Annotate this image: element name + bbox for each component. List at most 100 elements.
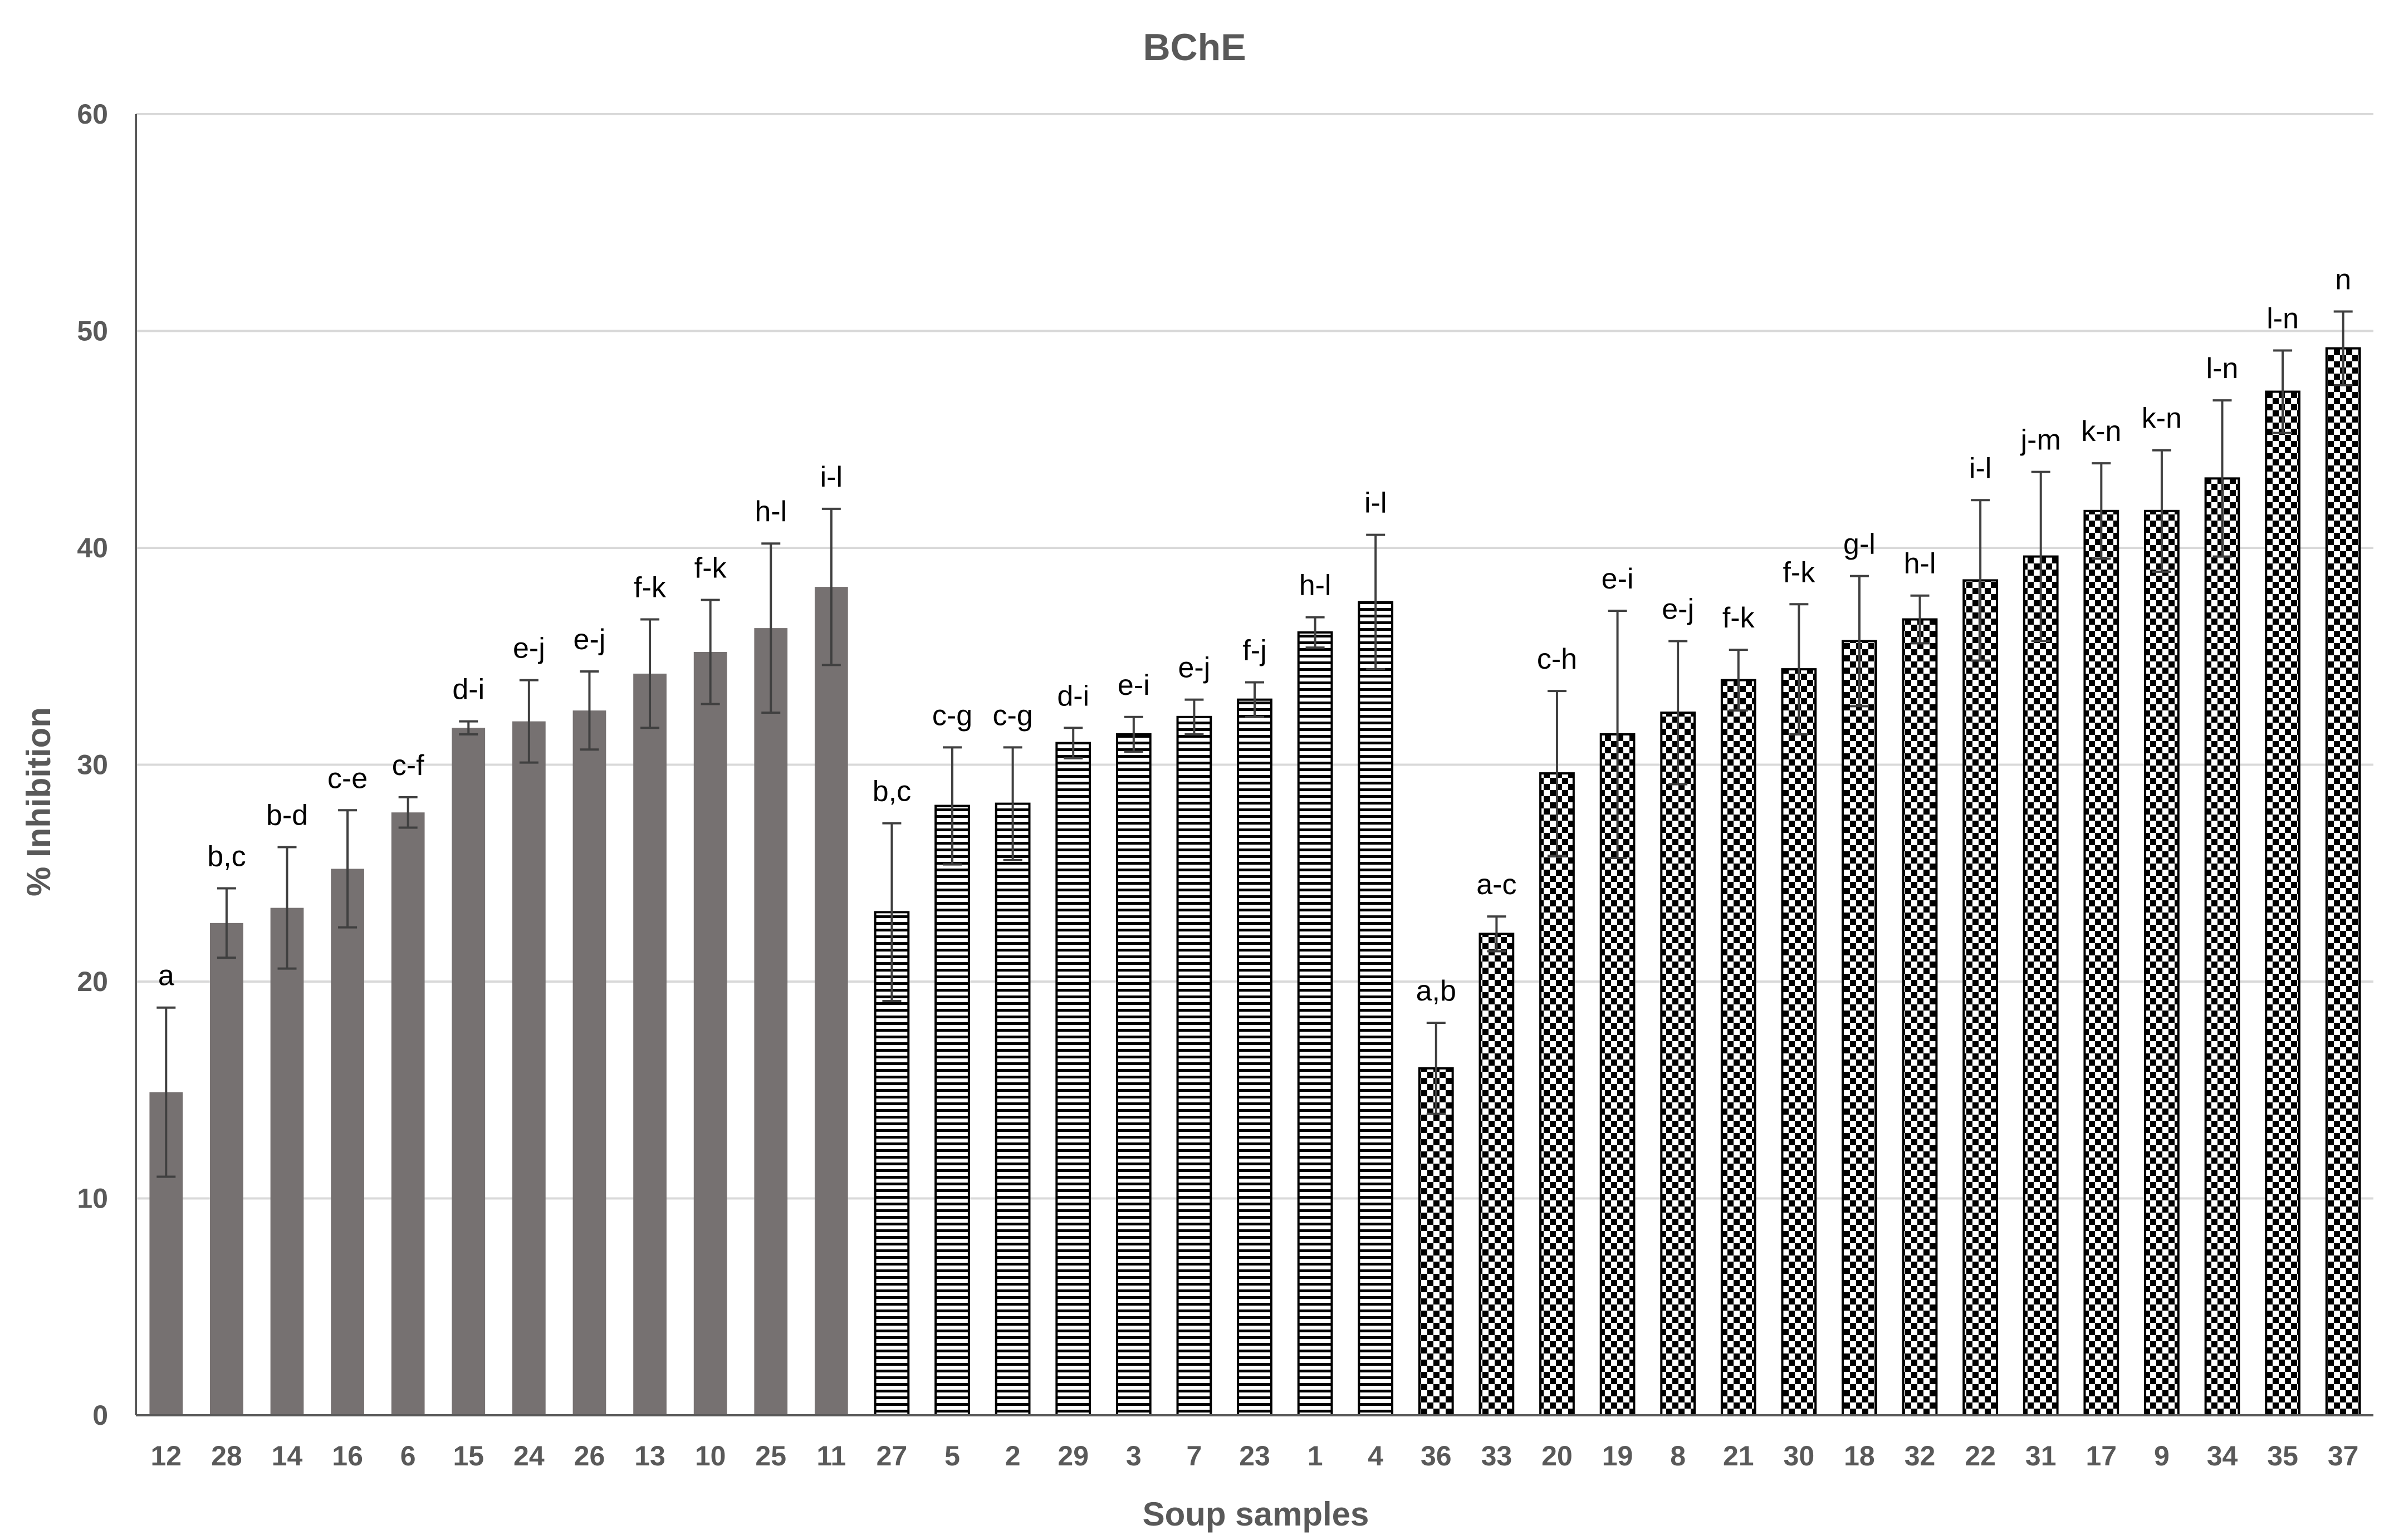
significance-letter: i-l [820, 461, 843, 493]
significance-letter: f-k [1783, 556, 1815, 588]
y-tick-label: 40 [77, 532, 108, 563]
significance-letter: e-i [1602, 563, 1634, 595]
x-tick-label: 35 [2267, 1440, 2298, 1472]
x-tick-label: 18 [1844, 1440, 1875, 1472]
bar-sample-2 [995, 802, 1031, 1416]
significance-letter: n [2335, 263, 2351, 296]
error-bar [701, 599, 720, 705]
bar-sample-13 [633, 673, 667, 1415]
bar-sample-6 [391, 812, 425, 1415]
error-bar [1124, 715, 1143, 753]
x-tick-label: 5 [944, 1440, 960, 1472]
error-bar [1668, 640, 1688, 786]
x-tick-label: 12 [150, 1440, 182, 1472]
error-bar [1608, 609, 1627, 859]
x-tick-label: 29 [1058, 1440, 1089, 1472]
x-tick-label: 33 [1481, 1440, 1512, 1472]
x-tick-label: 25 [755, 1440, 786, 1472]
significance-letter: a,b [1416, 975, 1456, 1007]
significance-letter: a [158, 960, 174, 992]
bar-sample-11 [814, 587, 848, 1415]
error-bar [1305, 616, 1325, 649]
error-bar [1971, 499, 1990, 662]
bar-sample-24 [512, 721, 546, 1415]
x-tick-label: 4 [1368, 1440, 1383, 1472]
bar-sample-5 [934, 805, 970, 1416]
bar-sample-14 [270, 908, 304, 1415]
x-tick-label: 21 [1723, 1440, 1754, 1472]
x-tick-label: 2 [1005, 1440, 1021, 1472]
significance-letter: e-j [513, 632, 545, 665]
error-bar [1729, 649, 1748, 712]
x-tick-label: 7 [1186, 1440, 1202, 1472]
error-bar [1184, 698, 1204, 735]
error-bar [1426, 1022, 1446, 1115]
significance-letter: i-l [1969, 452, 1991, 484]
bar-sample-31 [2023, 555, 2059, 1417]
bar-sample-23 [1237, 698, 1272, 1416]
bar-sample-3 [1115, 733, 1152, 1416]
bar-sample-18 [1842, 640, 1877, 1416]
error-bar [2212, 399, 2232, 558]
error-bar [277, 846, 297, 970]
error-bar [2333, 310, 2353, 386]
significance-letter: l-n [2266, 303, 2299, 335]
bar-sample-25 [754, 628, 788, 1415]
error-bar [761, 542, 781, 714]
significance-letter: c-h [1537, 643, 1577, 675]
x-tick-label: 26 [574, 1440, 605, 1472]
x-tick-label: 11 [816, 1440, 846, 1472]
error-bar [338, 809, 358, 929]
error-bar [2031, 470, 2050, 643]
bar-sample-1 [1297, 631, 1333, 1416]
error-bar [1245, 681, 1264, 718]
error-bar [1487, 915, 1506, 953]
bar-sample-28 [210, 923, 243, 1415]
significance-letter: b,c [873, 776, 911, 808]
significance-letter: d-i [1057, 680, 1089, 712]
x-tick-label: 17 [2086, 1440, 2117, 1472]
chart-title: BChE [1143, 26, 1246, 68]
error-bar [156, 1006, 176, 1178]
bar-sample-20 [1539, 772, 1575, 1416]
significance-letter: c-e [327, 762, 368, 794]
significance-letter: h-l [755, 496, 787, 528]
y-axis-ticks: 0 10 20 30 40 50 60 [77, 99, 108, 1431]
error-bar [519, 679, 538, 764]
y-tick-label: 0 [92, 1400, 108, 1431]
significance-letter: e-j [1662, 593, 1694, 625]
y-tick-label: 50 [77, 316, 108, 347]
x-tick-label: 10 [695, 1440, 726, 1472]
bar-sample-29 [1055, 742, 1091, 1416]
bar-sample-33 [1479, 933, 1515, 1417]
significance-letter: e-j [574, 624, 606, 656]
error-bar [217, 887, 236, 959]
error-bar [1789, 603, 1809, 735]
bar-sample-15 [452, 728, 486, 1415]
x-tick-label: 1 [1308, 1440, 1323, 1472]
error-bar [1910, 594, 1930, 645]
error-bar [2152, 449, 2171, 573]
significance-letter: g-l [1843, 528, 1876, 561]
error-bar [1366, 533, 1386, 671]
x-tick-label: 16 [332, 1440, 363, 1472]
bar-sample-17 [2083, 509, 2119, 1416]
bar-sample-36 [1418, 1067, 1454, 1417]
x-tick-label: 9 [2154, 1440, 2170, 1472]
significance-letter: b-d [266, 800, 308, 832]
x-tick-label: 32 [1905, 1440, 1936, 1472]
significance-letter: e-i [1118, 669, 1150, 702]
bar-sample-37 [2325, 347, 2361, 1416]
x-tick-label: 27 [877, 1440, 908, 1472]
bar-sample-35 [2265, 390, 2300, 1416]
bar-sample-4 [1358, 601, 1394, 1416]
x-tick-label: 34 [2207, 1440, 2238, 1472]
bar-sample-9 [2144, 509, 2180, 1416]
significance-letter: e-j [1178, 652, 1211, 684]
significance-letter: c-g [932, 699, 972, 732]
x-tick-label: 6 [400, 1440, 416, 1472]
x-tick-label: 3 [1126, 1440, 1142, 1472]
x-tick-label: 28 [211, 1440, 242, 1472]
significance-letter: f-j [1242, 634, 1266, 666]
x-tick-label: 14 [272, 1440, 303, 1472]
